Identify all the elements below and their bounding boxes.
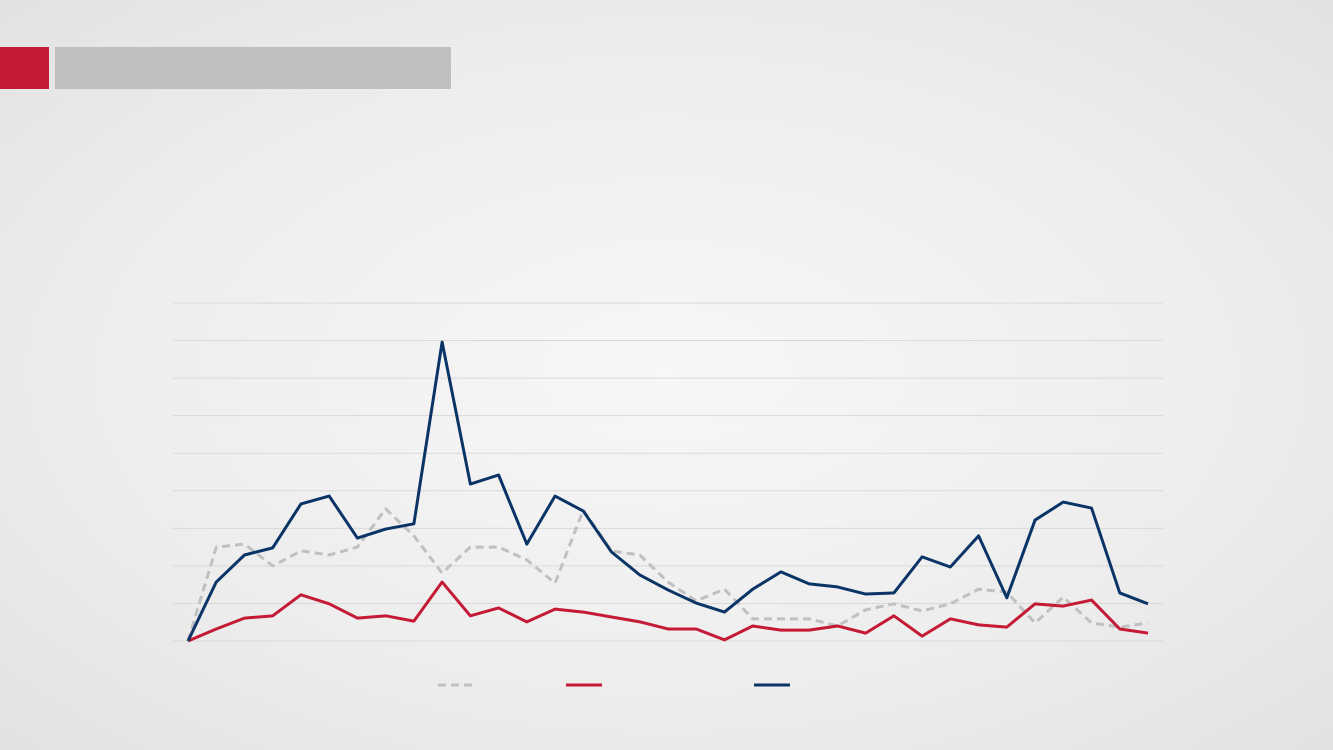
line-series	[186, 340, 1149, 642]
title-bar	[55, 47, 451, 89]
line-series	[186, 507, 1149, 642]
grid	[173, 302, 1163, 642]
line-series	[187, 580, 1149, 643]
title-accent	[0, 47, 49, 89]
plot	[186, 340, 1149, 643]
